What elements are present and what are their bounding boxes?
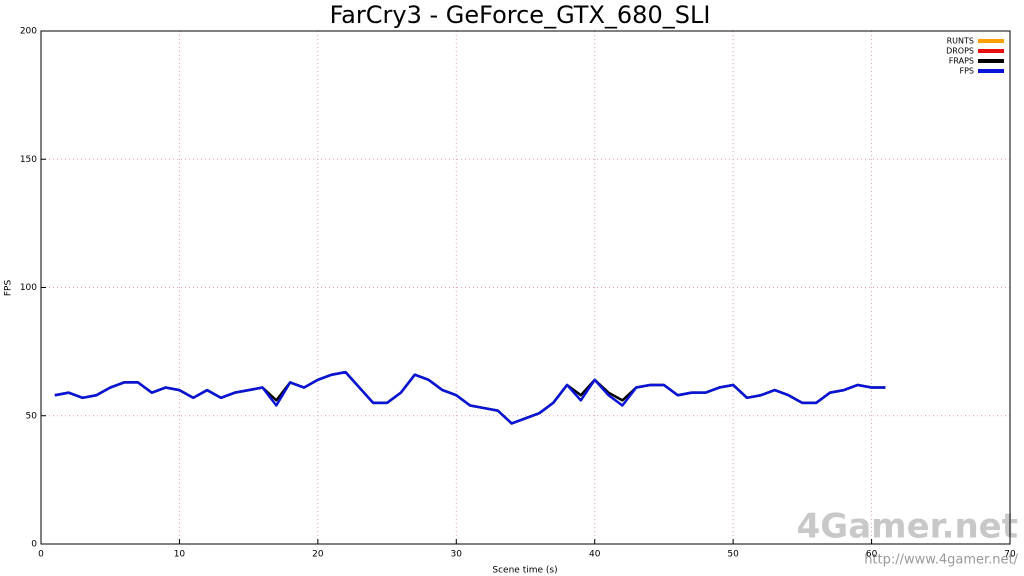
x-tick-label: 10 — [174, 550, 186, 560]
y-tick-label: 200 — [20, 27, 37, 37]
x-tick-label: 0 — [38, 550, 44, 560]
y-tick-label: 100 — [20, 283, 37, 293]
x-tick-label: 50 — [727, 550, 739, 560]
y-tick-label: 50 — [26, 411, 38, 421]
y-tick-label: 150 — [20, 155, 37, 165]
legend-label: FRAPS — [949, 57, 974, 66]
y-tick-label: 0 — [31, 540, 37, 550]
legend-label: RUNTS — [947, 37, 974, 46]
x-tick-label: 60 — [866, 550, 878, 560]
watermark: 4Gamer.net — [797, 507, 1018, 547]
series-line — [54, 370, 886, 425]
legend-label: DROPS — [946, 47, 974, 56]
x-tick-label: 30 — [451, 550, 463, 560]
x-tick-label: 70 — [1004, 550, 1016, 560]
x-tick-label: 40 — [589, 550, 601, 560]
x-tick-label: 20 — [312, 550, 324, 560]
legend-label: FPS — [959, 67, 974, 76]
chart-title: FarCry3 - GeForce_GTX_680_SLI — [330, 1, 711, 29]
watermark-url: http://www.4gamer.net/ — [864, 553, 1018, 568]
y-axis-label: FPS — [4, 280, 14, 297]
x-axis-label: Scene time (s) — [492, 566, 557, 576]
plot-frame — [40, 30, 1011, 545]
